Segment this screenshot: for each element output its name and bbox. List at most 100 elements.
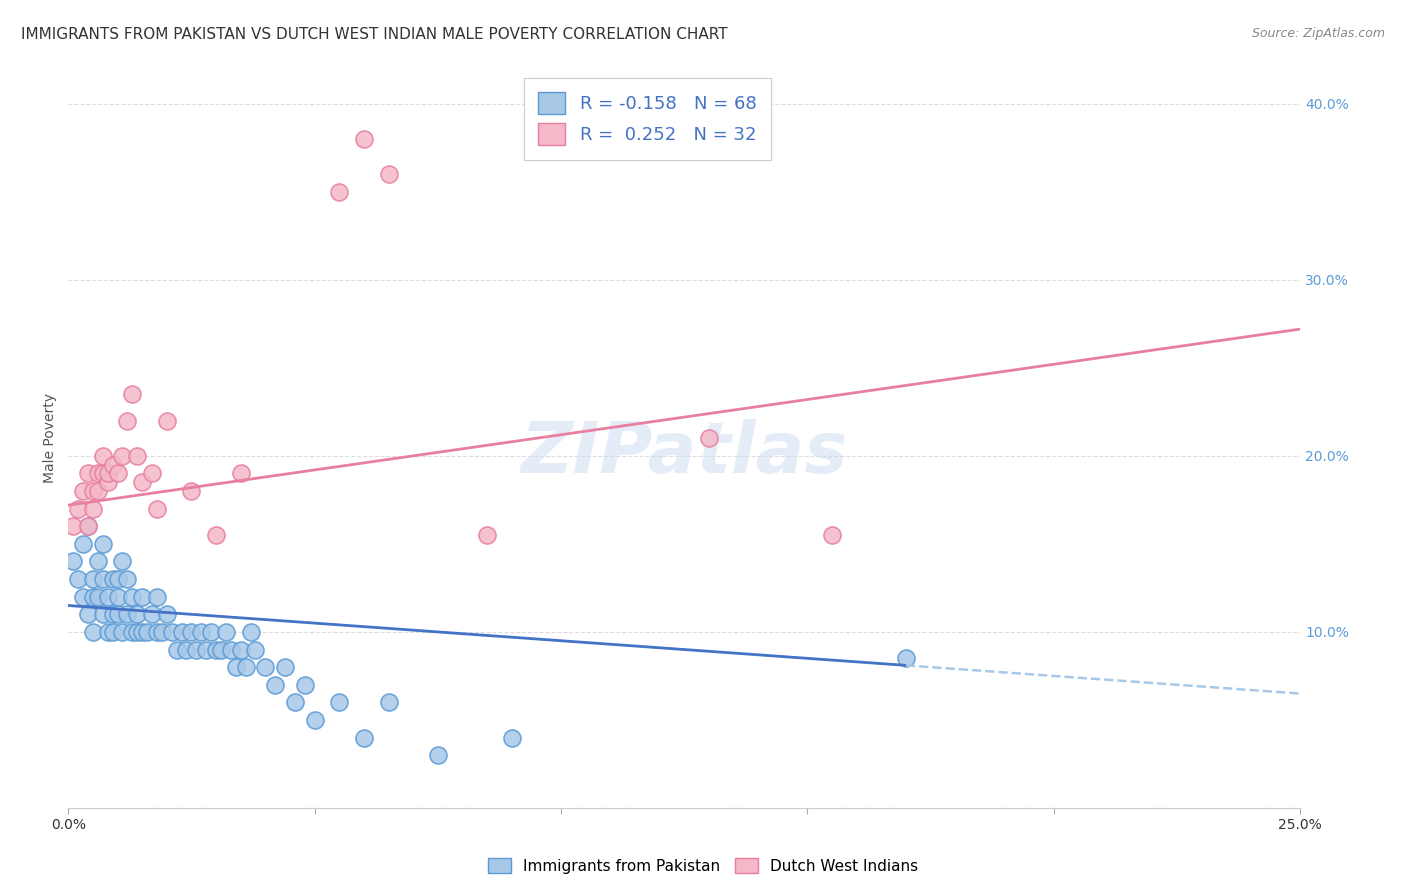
Point (219, 642, 242, 657)
Point (274, 660, 297, 674)
Point (353, 731, 375, 745)
Point (101, 624, 124, 639)
Point (72, 590, 94, 604)
Point (91, 572, 114, 586)
Point (229, 642, 252, 657)
Text: ZIPatlas: ZIPatlas (520, 418, 848, 488)
Point (82, 501, 104, 516)
Y-axis label: Male Poverty: Male Poverty (44, 393, 58, 483)
Point (284, 695, 307, 709)
Point (62, 519, 84, 533)
Point (82, 624, 104, 639)
Point (107, 590, 129, 604)
Legend: Immigrants from Pakistan, Dutch West Indians: Immigrants from Pakistan, Dutch West Ind… (481, 852, 925, 880)
Point (136, 624, 159, 639)
Point (205, 528, 228, 542)
Point (127, 624, 149, 639)
Point (200, 624, 222, 639)
Point (72, 537, 94, 551)
Point (146, 501, 169, 516)
Point (141, 607, 163, 622)
Point (215, 624, 238, 639)
Point (97, 475, 120, 490)
Point (377, 695, 399, 709)
Point (117, 572, 139, 586)
Point (77, 519, 100, 533)
Point (91, 607, 114, 622)
Point (146, 624, 169, 639)
Point (186, 642, 208, 657)
Point (150, 624, 173, 639)
Point (254, 660, 277, 674)
Point (77, 519, 100, 533)
Point (82, 590, 104, 604)
Point (205, 642, 228, 657)
Point (87, 467, 110, 481)
Point (304, 713, 326, 727)
Point (67, 501, 90, 516)
Point (62, 554, 84, 568)
Point (101, 572, 124, 586)
Point (195, 642, 218, 657)
Point (328, 185, 350, 199)
Point (229, 467, 252, 481)
Point (146, 590, 169, 604)
Point (101, 607, 124, 622)
Point (77, 467, 100, 481)
Point (170, 624, 193, 639)
Point (264, 678, 287, 692)
Point (160, 624, 183, 639)
Point (180, 624, 202, 639)
Point (697, 431, 720, 445)
Point (121, 624, 143, 639)
Point (87, 484, 110, 499)
Point (176, 642, 198, 657)
Point (501, 731, 523, 745)
Point (97, 624, 120, 639)
Point (426, 748, 449, 763)
Point (894, 651, 917, 665)
Point (77, 607, 100, 622)
Point (111, 624, 134, 639)
Point (353, 132, 375, 146)
Point (67, 572, 90, 586)
Point (87, 590, 110, 604)
Text: Source: ZipAtlas.com: Source: ZipAtlas.com (1251, 27, 1385, 40)
Point (117, 607, 139, 622)
Point (121, 590, 143, 604)
Point (377, 167, 399, 181)
Point (127, 607, 149, 622)
Text: IMMIGRANTS FROM PAKISTAN VS DUTCH WEST INDIAN MALE POVERTY CORRELATION CHART: IMMIGRANTS FROM PAKISTAN VS DUTCH WEST I… (21, 27, 728, 42)
Point (91, 449, 114, 463)
Point (111, 554, 134, 568)
Point (87, 554, 110, 568)
Point (190, 624, 212, 639)
Point (107, 572, 129, 586)
Point (127, 449, 149, 463)
Point (101, 458, 124, 472)
Point (82, 484, 104, 499)
Point (475, 528, 498, 542)
Point (91, 467, 114, 481)
Point (97, 590, 120, 604)
Point (156, 414, 179, 428)
Point (111, 449, 134, 463)
Point (91, 537, 114, 551)
Point (141, 467, 163, 481)
Point (209, 642, 232, 657)
Point (97, 467, 120, 481)
Point (107, 467, 129, 481)
Point (131, 590, 153, 604)
Point (294, 678, 316, 692)
Point (180, 484, 202, 499)
Point (225, 660, 247, 674)
Point (131, 475, 153, 490)
Legend: R = -0.158   N = 68, R =  0.252   N = 32: R = -0.158 N = 68, R = 0.252 N = 32 (523, 78, 770, 160)
Point (107, 607, 129, 622)
Point (156, 607, 179, 622)
Point (72, 484, 94, 499)
Point (117, 414, 139, 428)
Point (821, 528, 844, 542)
Point (245, 642, 267, 657)
Point (121, 387, 143, 401)
